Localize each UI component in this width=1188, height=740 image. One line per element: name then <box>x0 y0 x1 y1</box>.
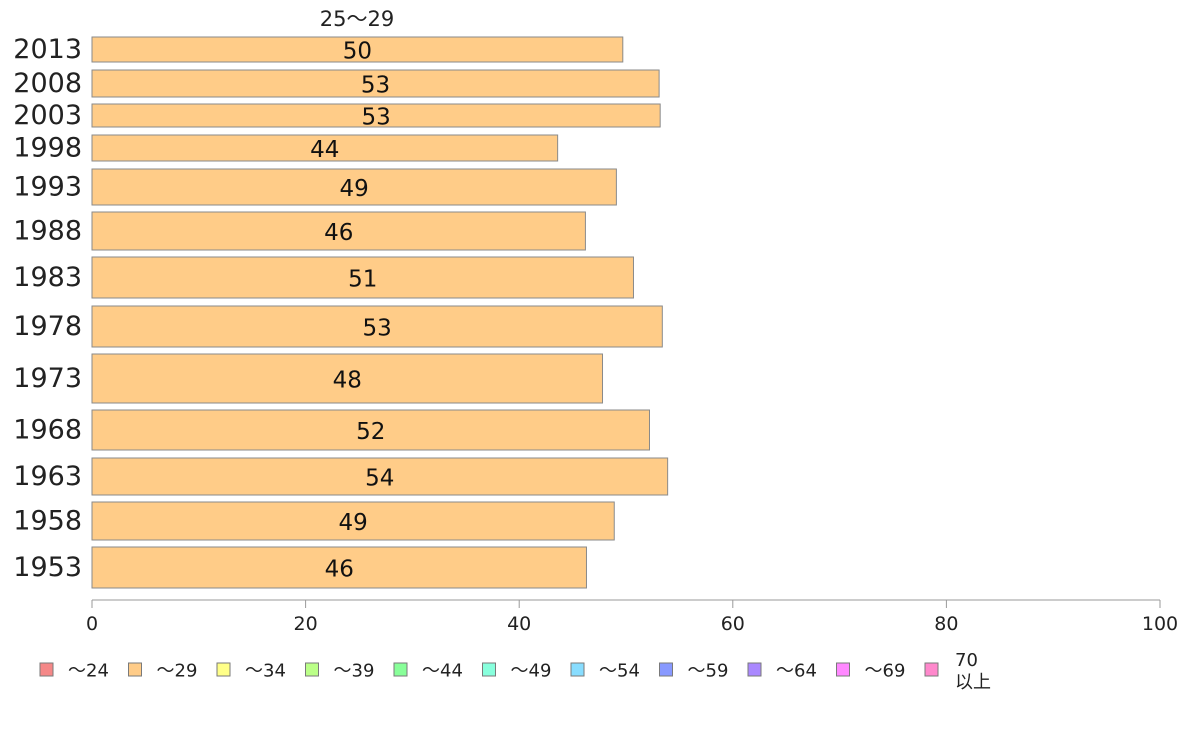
category-label: 1963 <box>13 461 82 492</box>
x-tick-label: 0 <box>86 613 98 635</box>
category-label: 1953 <box>13 552 82 583</box>
category-label: 1958 <box>13 506 82 537</box>
bar <box>91 36 624 63</box>
legend-label: ～54 <box>599 661 640 682</box>
bar-row-1968: 1968 52 <box>13 409 650 451</box>
bar <box>91 134 559 162</box>
legend-item: ～64 <box>747 661 817 682</box>
legend-swatch <box>393 662 408 677</box>
chart-title: 25～29 <box>320 7 394 31</box>
legend-label: 70 以上 <box>955 650 991 693</box>
bar-row-2003: 2003 53 <box>13 100 661 131</box>
bar-value-label: 53 <box>361 73 390 99</box>
bar-row-2013: 2013 50 <box>13 34 624 65</box>
bar-value-label: 49 <box>340 176 369 202</box>
legend-item: ～59 <box>659 661 729 682</box>
legend: ～24 ～29 ～34 ～39 ～44 ～49 ～54 ～59 ～64 ～69 70 以上 <box>39 650 991 693</box>
x-tick-label: 20 <box>294 613 318 635</box>
legend-item: ～29 <box>128 661 198 682</box>
legend-item: ～34 <box>216 661 286 682</box>
legend-label: ～34 <box>245 661 286 682</box>
bar-value-label: 46 <box>324 220 353 246</box>
legend-swatch <box>482 662 496 677</box>
legend-label: ～64 <box>776 661 817 682</box>
bar-value-label: 51 <box>348 267 377 293</box>
legend-swatch <box>570 662 585 677</box>
bar-value-label: 46 <box>325 557 354 583</box>
legend-label: ～29 <box>157 661 198 682</box>
bar <box>91 103 661 128</box>
bar <box>91 457 669 496</box>
legend-label: ～69 <box>865 661 906 682</box>
legend-swatch <box>39 662 54 677</box>
bar <box>91 546 587 589</box>
category-label: 2008 <box>13 68 82 99</box>
bar-row-1988: 1988 46 <box>13 211 586 251</box>
legend-item: ～54 <box>570 661 640 682</box>
bar-row-1963: 1963 54 <box>13 457 669 496</box>
bar <box>91 305 663 348</box>
bar-value-label: 44 <box>310 137 339 163</box>
legend-swatch <box>836 662 850 677</box>
legend-item: 70 以上 <box>924 650 991 693</box>
x-tick-label: 60 <box>721 613 745 635</box>
bar-value-label: 52 <box>356 419 385 445</box>
legend-label: ～59 <box>688 661 729 682</box>
bar-row-2008: 2008 53 <box>13 68 660 99</box>
category-label: 1988 <box>13 216 82 247</box>
bar-row-1998: 1998 44 <box>13 133 559 164</box>
bar <box>91 69 660 98</box>
bar-row-1993: 1993 49 <box>13 168 617 206</box>
category-label: 1973 <box>13 363 82 394</box>
bar-row-1973: 1973 48 <box>13 353 604 404</box>
bar <box>91 256 634 299</box>
bar-value-label: 53 <box>361 105 390 131</box>
bar <box>91 211 586 251</box>
bars-layer: 2013 50 2008 53 2003 53 1998 44 1993 49 1988 46 1983… <box>13 34 669 589</box>
bar-value-label: 50 <box>343 39 372 65</box>
bar-value-label: 49 <box>338 510 367 536</box>
bar <box>91 409 650 451</box>
bar-row-1983: 1983 51 <box>13 256 634 299</box>
legend-item: ～49 <box>482 661 552 682</box>
bar-value-label: 53 <box>363 316 392 342</box>
legend-label: ～24 <box>68 661 109 682</box>
x-axis: 0 20 40 60 80 100 <box>86 599 1178 635</box>
legend-item: ～39 <box>305 661 375 682</box>
category-label: 1983 <box>13 262 82 293</box>
legend-swatch <box>659 662 673 677</box>
bar-row-1978: 1978 53 <box>13 305 663 348</box>
category-label: 2003 <box>13 100 82 131</box>
legend-swatch <box>305 662 319 677</box>
bar-row-1953: 1953 46 <box>13 546 587 589</box>
legend-swatch <box>747 662 762 677</box>
x-tick-label: 80 <box>934 613 958 635</box>
legend-item: ～69 <box>836 661 906 682</box>
legend-swatch <box>924 662 939 677</box>
x-tick-label: 100 <box>1142 613 1178 635</box>
bar-value-label: 54 <box>365 466 394 492</box>
legend-swatch <box>216 662 231 677</box>
category-label: 1993 <box>13 172 82 203</box>
legend-label: ～49 <box>511 661 552 682</box>
category-label: 1968 <box>13 415 82 446</box>
bar-value-label: 48 <box>333 368 362 394</box>
bar-row-1958: 1958 49 <box>13 501 615 541</box>
category-label: 1998 <box>13 133 82 164</box>
category-label: 1978 <box>13 311 82 342</box>
legend-label: ～39 <box>334 661 375 682</box>
bar <box>91 501 615 541</box>
legend-swatch <box>128 662 142 677</box>
bar <box>91 168 617 206</box>
legend-item: ～44 <box>393 661 463 682</box>
category-label: 2013 <box>13 34 82 65</box>
x-tick-label: 40 <box>507 613 531 635</box>
legend-label: ～44 <box>422 661 463 682</box>
bar <box>91 353 604 404</box>
legend-item: ～24 <box>39 661 109 682</box>
